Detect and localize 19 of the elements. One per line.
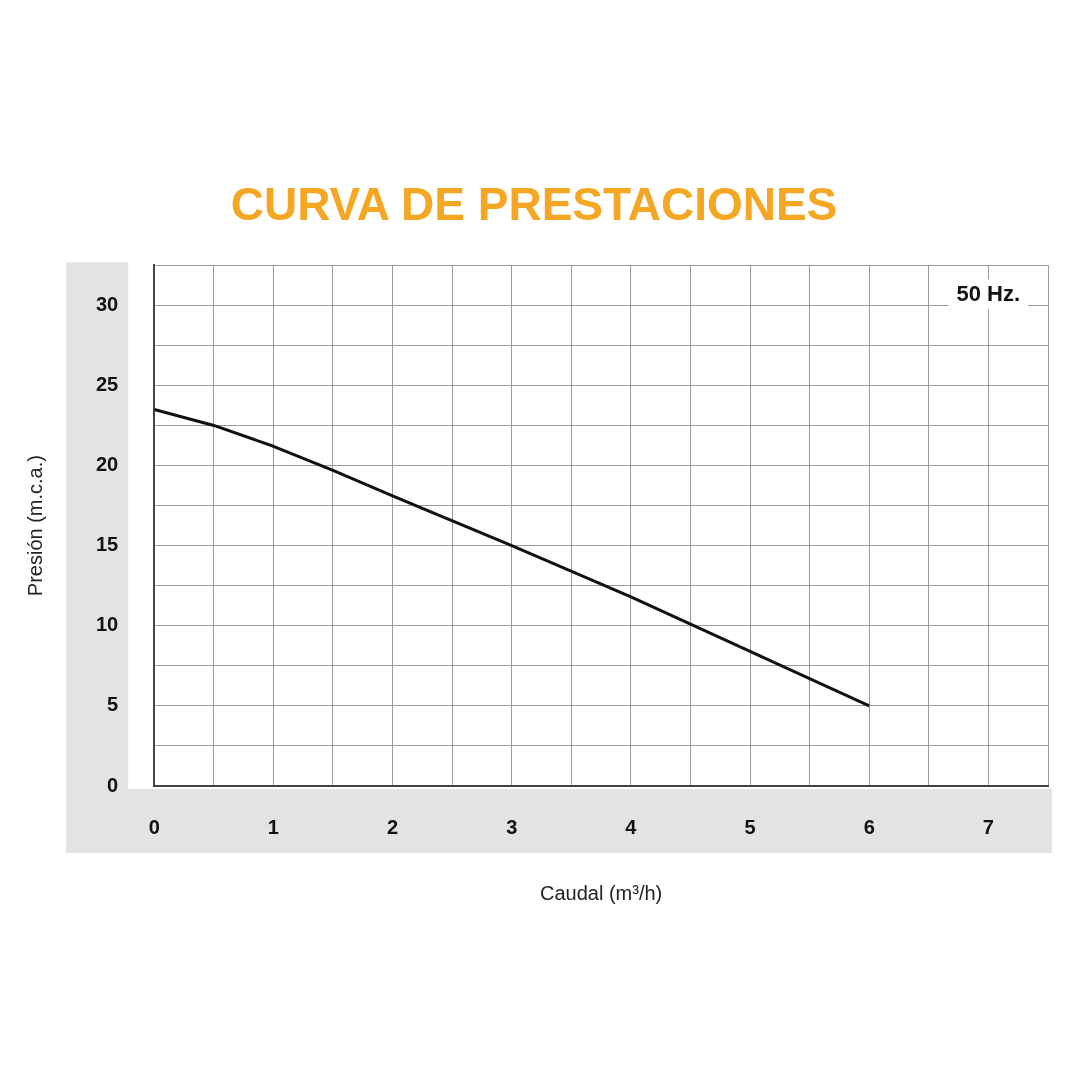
y-tick-label: 5 xyxy=(107,693,119,716)
x-tick-label: 1 xyxy=(267,815,279,838)
y-tick-label: 30 xyxy=(96,292,119,315)
x-tick-label: 0 xyxy=(148,815,160,838)
chart-title: CURVA DE PRESTACIONES xyxy=(230,178,838,231)
x-tick-label: 3 xyxy=(506,815,518,838)
x-tick-label: 2 xyxy=(387,815,399,838)
y-tick-label: 25 xyxy=(96,372,119,395)
x-tick-label: 6 xyxy=(863,815,875,838)
annotation: 50 Hz. xyxy=(956,281,1021,307)
y-tick-label: 15 xyxy=(96,533,119,556)
y-tick-label: 0 xyxy=(107,773,119,796)
x-tick-label: 4 xyxy=(625,815,638,838)
y-tick-label: 10 xyxy=(96,613,119,636)
x-tick-label: 7 xyxy=(982,815,994,838)
x-tick-label: 5 xyxy=(744,815,756,838)
x-axis-title: Caudal (m³/h) xyxy=(539,881,663,904)
y-axis-title: Presión (m.c.a.) xyxy=(23,455,46,597)
y-tick-label: 20 xyxy=(96,453,119,476)
